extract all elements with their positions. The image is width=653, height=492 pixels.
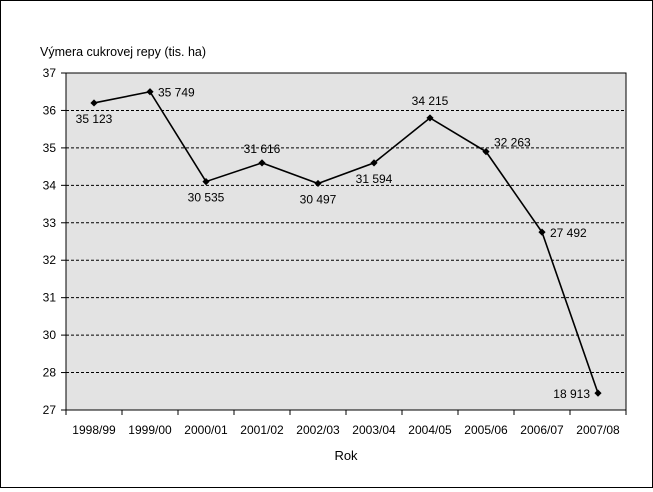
- y-tick-label: 30: [43, 328, 57, 342]
- data-label-2002/03: 30 497: [300, 192, 337, 206]
- data-labels: 35 123 35 749 30 535 31 616 30 497 31 594 34 2…: [76, 86, 591, 401]
- x-tick-label: 2000/01: [184, 423, 228, 437]
- data-point-2004/05: [426, 114, 434, 122]
- x-tick-label: 2003/04: [352, 423, 396, 437]
- x-tick-label: 2005/06: [464, 423, 508, 437]
- x-tick-label: 2007/08: [576, 423, 620, 437]
- y-tick-label: 36: [43, 103, 57, 117]
- x-tick-label: 2006/07: [520, 423, 564, 437]
- data-label-2001/02: 31 616: [244, 142, 281, 156]
- data-point-2003/04: [370, 159, 378, 167]
- gridlines: [66, 109, 626, 374]
- data-point-2007/08: [594, 389, 602, 397]
- y-tick-label: 27: [43, 403, 57, 417]
- data-label-2003/04: 31 594: [356, 172, 393, 186]
- data-point-2001/02: [258, 159, 266, 167]
- data-point-1999/00: [146, 88, 154, 96]
- data-label-2007/08: 18 913: [553, 387, 590, 401]
- data-point-2002/03: [314, 179, 322, 188]
- x-tick-label: 1998/99: [72, 423, 116, 437]
- x-tick-label: 2002/03: [296, 423, 340, 437]
- data-label-2006/07: 27 492: [550, 226, 587, 240]
- x-tick-label: 2004/05: [408, 423, 452, 437]
- data-label-1999/00: 35 749: [158, 86, 195, 100]
- y-tick-label: 37: [43, 66, 57, 80]
- y-tick-label: 28: [43, 366, 57, 380]
- data-label-2004/05: 34 215: [412, 94, 449, 108]
- x-tick-label: 2001/02: [240, 423, 284, 437]
- y-axis: 27 28 30 31 32 33 34 35 36 37: [43, 66, 66, 417]
- y-tick-label: 34: [43, 178, 57, 192]
- data-label-1998/99: 35 123: [76, 112, 113, 126]
- data-point-2005/06: [482, 148, 490, 156]
- x-axis-title: Rok: [334, 448, 358, 463]
- data-label-2000/01: 30 535: [188, 191, 225, 205]
- data-point-2006/07: [538, 228, 546, 236]
- x-tick-label: 1999/00: [128, 423, 172, 437]
- y-tick-label: 31: [43, 291, 57, 305]
- x-axis: 1998/99 1999/00 2000/01 2001/02 2002/03 2003/…: [65, 410, 627, 437]
- data-point-2000/01: [202, 177, 210, 186]
- y-tick-label: 33: [43, 216, 57, 230]
- plot-area: [65, 72, 627, 411]
- data-point-1998/99: [90, 99, 98, 107]
- data-label-2005/06: 32 263: [494, 136, 531, 150]
- series-line: [90, 88, 602, 397]
- series-path: [93, 90, 599, 394]
- y-tick-label: 35: [43, 141, 57, 155]
- y-tick-label: 32: [43, 253, 57, 267]
- chart-title: Výmera cukrovej repy (tis. ha): [40, 45, 206, 59]
